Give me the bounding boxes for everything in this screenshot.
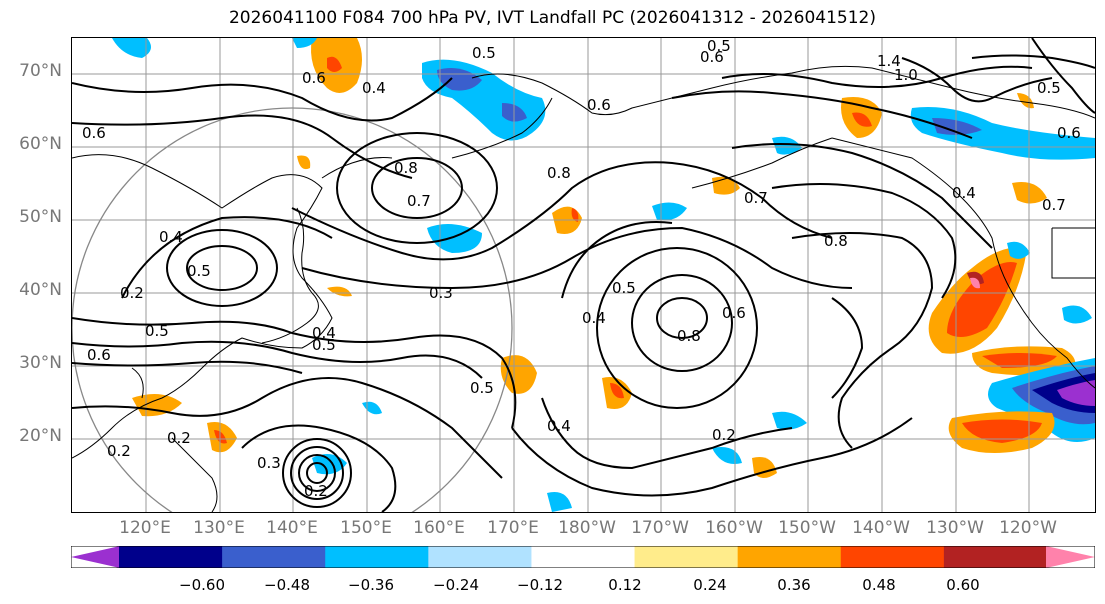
colorbar-tick: 0.12 [608,576,642,594]
contour-label: 0.6 [587,96,611,114]
contour-label: 0.8 [394,159,418,177]
map-title: 2026041100 F084 700 hPa PV, IVT Landfall… [228,8,876,28]
lon-label-140w: 140°W [852,518,910,538]
contour-label: 0.7 [407,192,431,210]
contour-label: 0.5 [612,279,636,297]
colorbar-bin [943,546,1048,568]
colorbar-extend-min [71,546,120,568]
contour-label: 0.6 [722,304,746,322]
contour-label: 0.5 [707,38,731,55]
colorbar-bin [428,546,533,568]
contour-label: 0.5 [312,336,336,354]
contour-label: 0.6 [1057,124,1081,142]
contour-label: 0.6 [82,124,106,142]
colorbar-tick: −0.12 [517,576,563,594]
colorbar-tick: 0.36 [777,576,811,594]
colorbar-tick: −0.60 [179,576,225,594]
lon-label-120e: 120°E [119,518,171,538]
lon-label-130w: 130°W [926,518,984,538]
lon-label-160e: 160°E [413,518,465,538]
contour-label: 0.4 [159,228,183,246]
contour-label: 0.4 [952,184,976,202]
colorbar-bin [222,546,327,568]
contour-label: 0.7 [1042,196,1066,214]
colorbar-bin [325,546,430,568]
lon-label-160w: 160°W [705,518,763,538]
contour-label: 0.6 [302,69,326,87]
lon-label-150w: 150°W [778,518,836,538]
contour-label: 0.5 [187,262,211,280]
lat-label-30n: 30°N [19,353,62,373]
lon-label-140e: 140°E [266,518,318,538]
contour-label: 0.6 [87,346,111,364]
colorbar-tick: −0.36 [348,576,394,594]
lon-label-130e: 130°E [193,518,245,538]
colorbar-tick: 0.48 [862,576,896,594]
contour-label: 1.4 [877,52,901,70]
contour-label: 0.5 [472,44,496,62]
lon-label-180w: 180°W [558,518,616,538]
lat-label-40n: 40°N [19,280,62,300]
contour-label: 0.2 [120,284,144,302]
coastlines [72,65,1095,512]
map-panel: 0.5 0.6 1.4 1.0 0.4 0.5 0.6 0.6 0.8 0.7 … [71,37,1096,513]
contour-label: 0.5 [145,322,169,340]
contour-label: 0.2 [304,482,328,500]
lat-label-20n: 20°N [19,426,62,446]
lon-label-170e: 170°E [487,518,539,538]
colorbar-tick: −0.24 [433,576,479,594]
contour-label: 0.8 [677,327,701,345]
colorbar-tick: 0.60 [946,576,980,594]
colorbar-bin [119,546,224,568]
colorbar-bin [737,546,842,568]
contour-label: 0.4 [582,309,606,327]
graticule [72,38,1095,512]
contour-label: 0.4 [312,324,336,342]
lon-label-120w: 120°W [999,518,1057,538]
contour-label: 1.0 [894,66,918,84]
map-canvas: 0.5 0.6 1.4 1.0 0.4 0.5 0.6 0.6 0.8 0.7 … [72,38,1095,512]
contour-label: 0.8 [547,164,571,182]
contour-label: 0.4 [547,417,571,435]
contour-label: 0.5 [1037,79,1061,97]
pv-contours [72,38,1095,512]
contour-label: 0.2 [107,442,131,460]
lat-label-60n: 60°N [19,134,62,154]
contour-label: 0.3 [257,454,281,472]
colorbar-extend-max [1046,546,1095,568]
colorbar [71,546,1095,568]
lon-label-170w: 170°W [631,518,689,538]
colorbar-tick: −0.48 [264,576,310,594]
contour-label: 0.2 [167,429,191,447]
range-circle [72,107,513,512]
colorbar-bin [840,546,945,568]
colorbar-bin [634,546,739,568]
contour-labels: 0.5 0.6 1.4 1.0 0.4 0.5 0.6 0.6 0.8 0.7 … [82,38,1081,500]
contour-label: 0.7 [744,189,768,207]
contour-label: 0.2 [712,426,736,444]
contour-label: 0.4 [362,79,386,97]
colorbar-tick: 0.24 [693,576,727,594]
lat-label-50n: 50°N [19,207,62,227]
contour-label: 0.5 [470,379,494,397]
lat-label-70n: 70°N [19,61,62,81]
lon-label-150e: 150°E [340,518,392,538]
contour-label: 0.8 [824,232,848,250]
contour-label: 0.3 [429,284,453,302]
colorbar-bin [531,546,636,568]
contour-label: 0.6 [700,48,724,66]
